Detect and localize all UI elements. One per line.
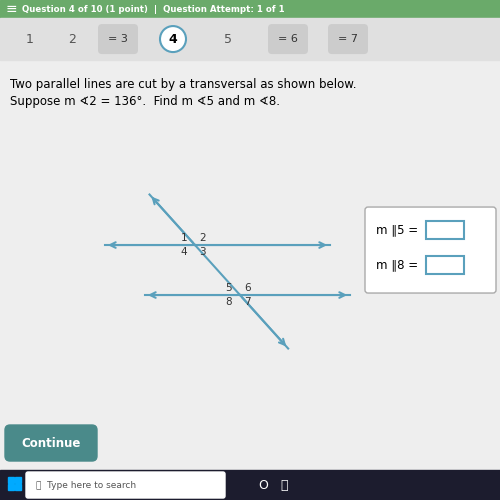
Text: O: O: [258, 478, 268, 492]
Text: 6: 6: [244, 284, 251, 294]
FancyBboxPatch shape: [98, 24, 138, 54]
Text: 1: 1: [180, 234, 188, 243]
Bar: [8, 477, 14, 483]
Text: ⧖: ⧖: [280, 478, 287, 492]
Text: 5: 5: [224, 32, 232, 46]
Text: m ∥8 =: m ∥8 =: [376, 258, 418, 272]
Text: 3: 3: [200, 246, 206, 256]
FancyBboxPatch shape: [268, 24, 308, 54]
Text: Question 4 of 10 (1 point)  |  Question Attempt: 1 of 1: Question 4 of 10 (1 point) | Question At…: [22, 4, 284, 14]
Text: = 3: = 3: [108, 34, 128, 44]
Text: 2: 2: [200, 234, 206, 243]
Text: = 7: = 7: [338, 34, 358, 44]
Bar: [15, 477, 21, 483]
Bar: [426, 221, 464, 239]
Text: Two parallel lines are cut by a transversal as shown below.: Two parallel lines are cut by a transver…: [10, 78, 356, 91]
FancyBboxPatch shape: [5, 425, 97, 461]
Bar: [0, 470, 500, 500]
Bar: [0, 0, 500, 18]
Text: 8: 8: [226, 296, 232, 306]
Text: 🔍  Type here to search: 🔍 Type here to search: [36, 480, 136, 490]
Text: 4: 4: [168, 32, 177, 46]
Bar: [8, 484, 14, 490]
Text: Continue: Continue: [22, 436, 80, 450]
Text: ≡: ≡: [6, 2, 18, 16]
Text: 2: 2: [68, 32, 76, 46]
FancyBboxPatch shape: [26, 472, 225, 498]
Text: m ∥5 =: m ∥5 =: [376, 224, 418, 236]
Bar: [0, 18, 500, 60]
Text: 1: 1: [26, 32, 34, 46]
Bar: [426, 256, 464, 274]
Circle shape: [160, 26, 186, 52]
Text: 7: 7: [244, 296, 251, 306]
FancyBboxPatch shape: [365, 207, 496, 293]
Text: 5: 5: [226, 284, 232, 294]
FancyBboxPatch shape: [328, 24, 368, 54]
Text: Suppose m ∢2 = 136°.  Find m ∢5 and m ∢8.: Suppose m ∢2 = 136°. Find m ∢5 and m ∢8.: [10, 95, 280, 108]
Bar: [15, 484, 21, 490]
Text: = 6: = 6: [278, 34, 298, 44]
Text: 4: 4: [180, 246, 188, 256]
